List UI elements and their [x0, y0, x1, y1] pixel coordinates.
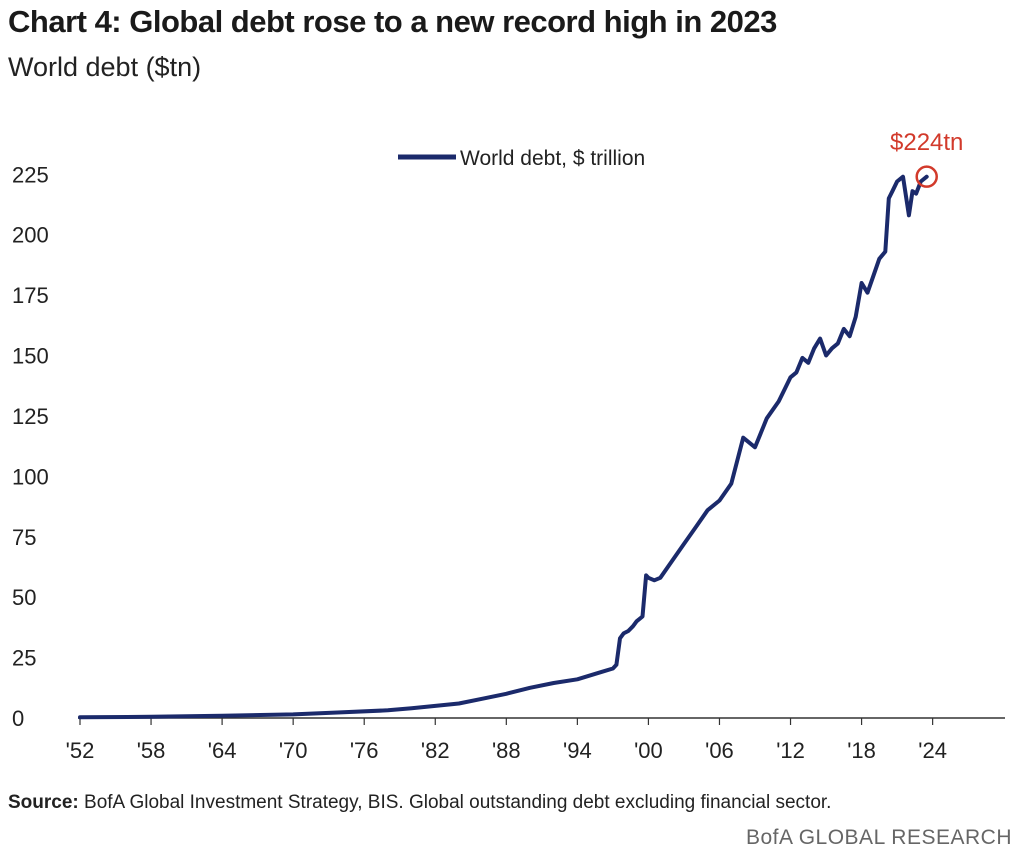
- chart-title: Chart 4: Global debt rose to a new recor…: [8, 4, 777, 39]
- x-tick-label: '12: [776, 738, 805, 763]
- x-tick-label: '00: [634, 738, 663, 763]
- y-tick-label: 100: [12, 464, 49, 489]
- x-tick-label: '58: [137, 738, 166, 763]
- y-tick-label: 175: [12, 283, 49, 308]
- y-tick-label: 125: [12, 404, 49, 429]
- annotation-label: $224tn: [890, 129, 963, 156]
- source-label: Source:: [8, 792, 79, 813]
- line-chart: 0 25 50 75 100 125 150 175 200 225 '52 '58 '64 '70 '76…: [12, 129, 1005, 763]
- x-tick-label: '06: [705, 738, 734, 763]
- y-tick-label: 25: [12, 646, 36, 671]
- x-tick-label: '88: [492, 738, 521, 763]
- source-text: BofA Global Investment Strategy, BIS. Gl…: [78, 792, 832, 813]
- brand-footer: BofA GLOBAL RESEARCH: [746, 826, 1012, 849]
- legend-label: World debt, $ trillion: [460, 147, 645, 170]
- y-tick-label: 150: [12, 344, 49, 369]
- annotation-circle: [915, 165, 938, 188]
- x-tick-label: '94: [563, 738, 592, 763]
- x-tick-label: '70: [279, 738, 308, 763]
- x-tick-label: '76: [350, 738, 379, 763]
- x-tick-label: '24: [918, 738, 947, 763]
- x-tick-label: '82: [421, 738, 450, 763]
- y-tick-label: 50: [12, 585, 36, 610]
- x-tick-label: '18: [847, 738, 876, 763]
- y-tick-label: 200: [12, 223, 49, 248]
- series-line-world-debt: [78, 174, 929, 720]
- x-tick-label: '64: [208, 738, 237, 763]
- y-tick-label: 225: [12, 162, 49, 187]
- y-tick-label: 75: [12, 525, 36, 550]
- x-tick-label: '52: [66, 738, 95, 763]
- source-note: Source: BofA Global Investment Strategy,…: [8, 792, 831, 814]
- chart-subtitle: World debt ($tn): [8, 52, 202, 82]
- y-tick-label: 0: [12, 706, 24, 731]
